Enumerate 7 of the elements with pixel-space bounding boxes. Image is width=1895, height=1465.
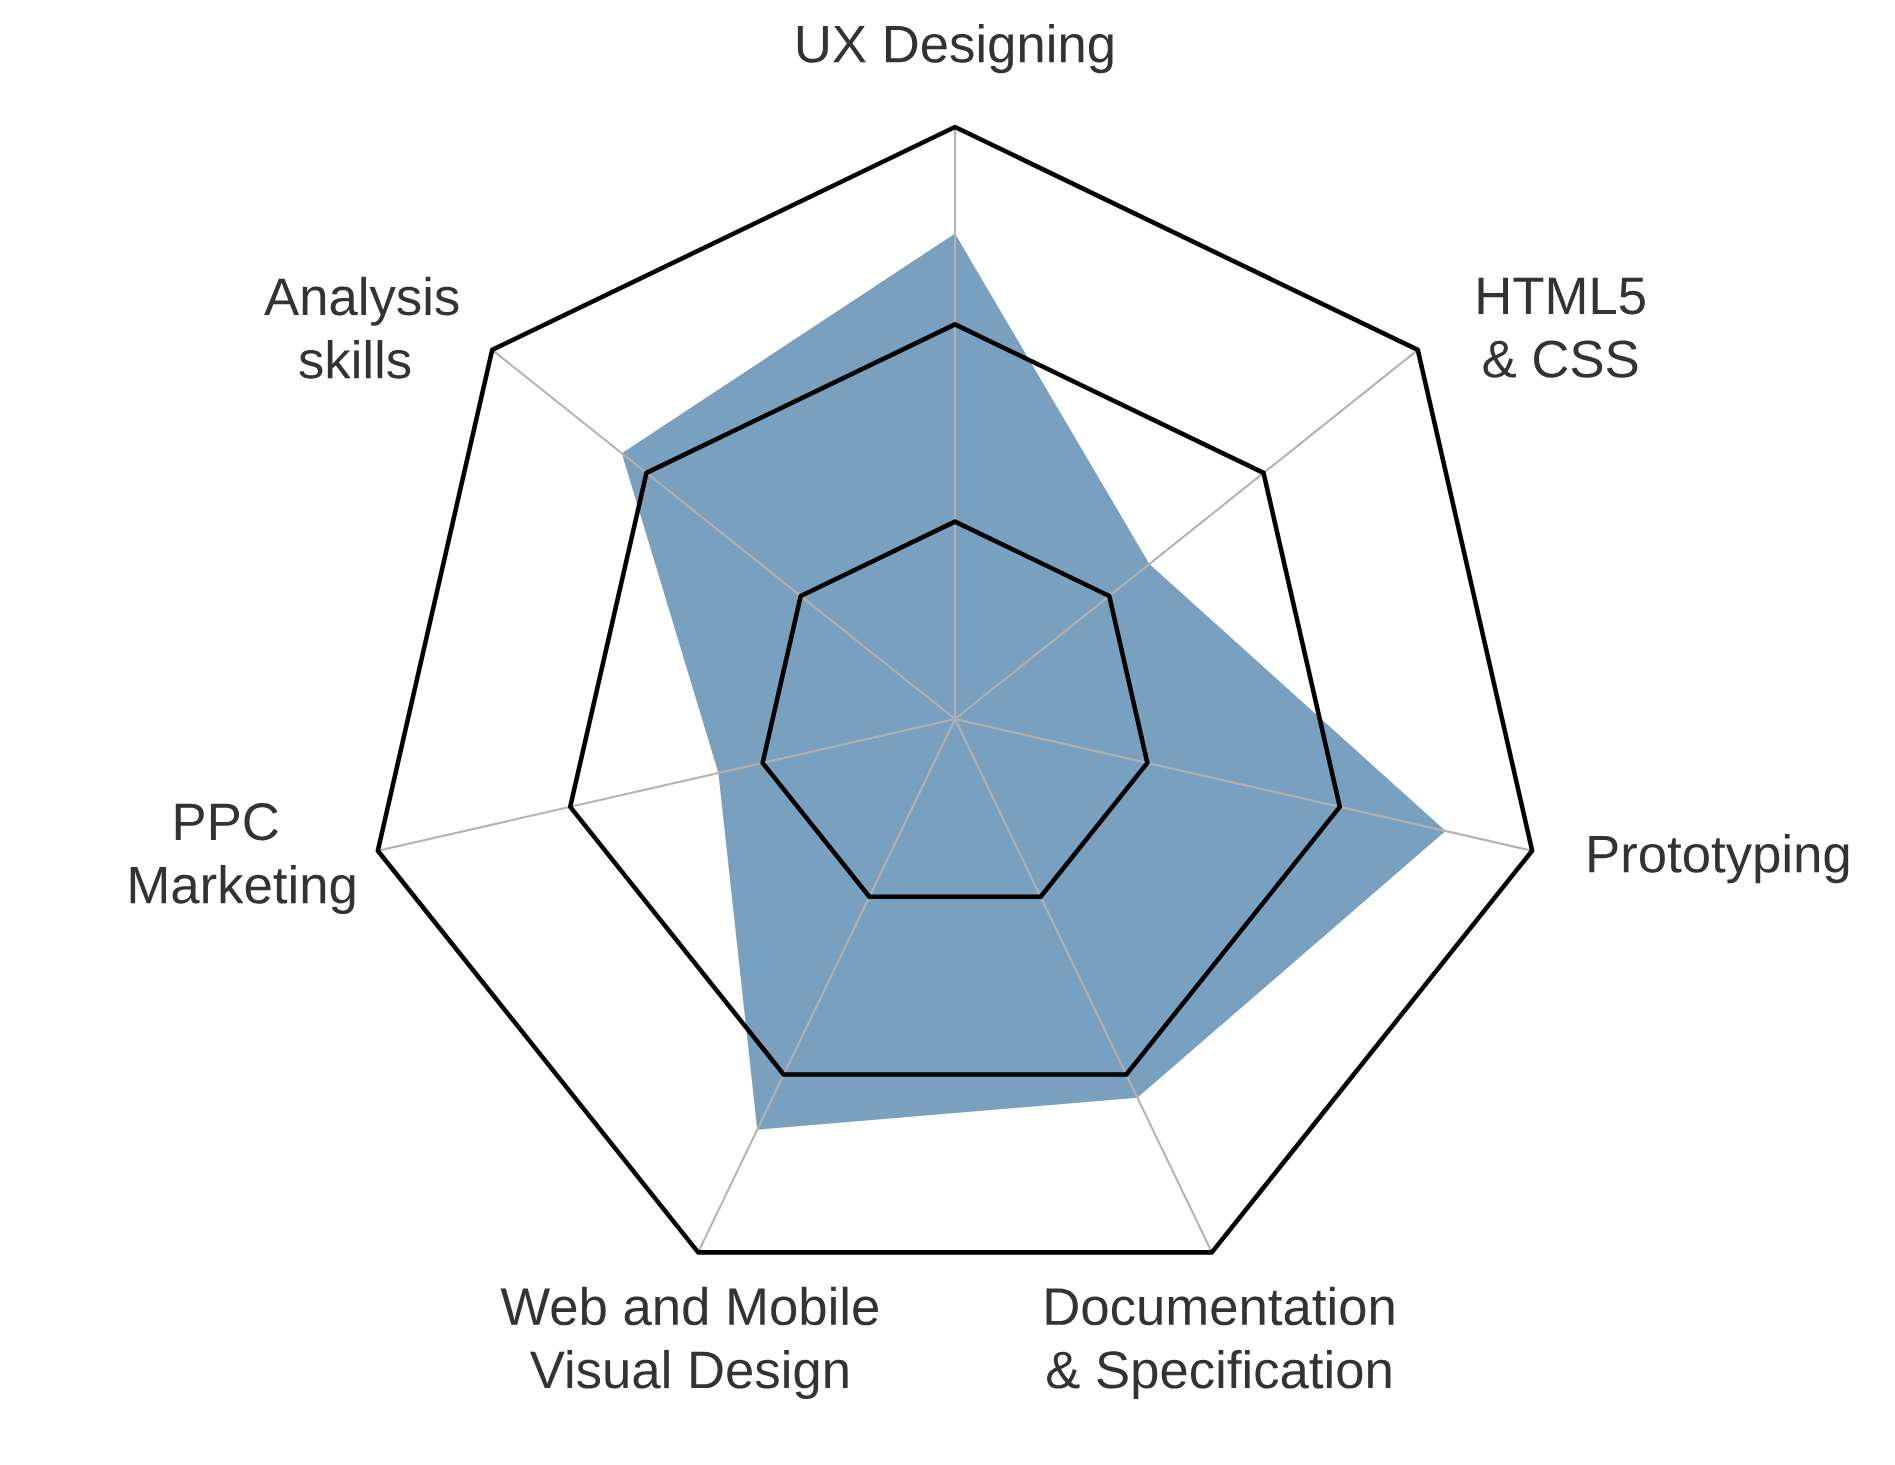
spoke-label: Analysis skills — [264, 276, 459, 379]
spoke-label: UX Designing — [797, 24, 1113, 74]
spoke-label: PPC Marketing — [130, 803, 355, 915]
spoke-label: Prototyping — [1589, 834, 1849, 884]
spoke-label: HTML5 & CSS — [1478, 277, 1645, 378]
spoke-label: Documentation & Specification — [1046, 1286, 1394, 1400]
spoke-label: Web and Mobile Visual Design — [500, 1286, 878, 1400]
